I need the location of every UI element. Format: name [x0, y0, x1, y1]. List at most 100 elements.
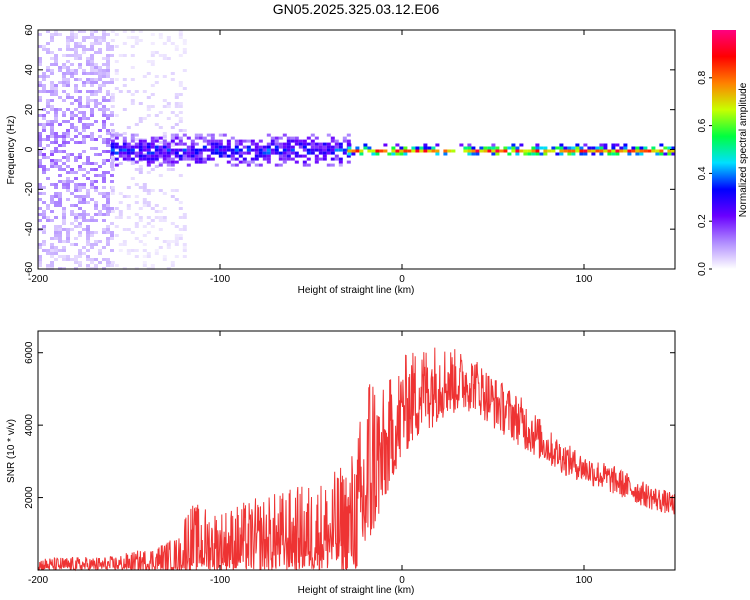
heatmap-cell [463, 146, 468, 150]
heatmap-cell [226, 142, 231, 146]
heatmap-cell [78, 186, 82, 189]
heatmap-cell [575, 149, 580, 153]
heatmap-cell [427, 146, 432, 150]
heatmap-cell [158, 33, 163, 36]
heatmap-cell [66, 183, 70, 186]
heatmap-cell [118, 249, 123, 252]
heatmap-cell [58, 255, 62, 258]
heatmap-cell [38, 186, 42, 189]
heatmap-cell [347, 149, 352, 153]
heatmap-cell [158, 54, 163, 57]
heatmap-cell [70, 72, 74, 75]
heatmap-cell [106, 75, 110, 78]
heatmap-cell [78, 252, 82, 255]
heatmap-cell [94, 78, 98, 81]
heatmap-cell [467, 146, 472, 150]
heatmap-cell [94, 174, 98, 177]
heatmap-cell [54, 93, 58, 96]
heatmap-cell [411, 146, 416, 150]
heatmap-cell [399, 149, 404, 153]
heatmap-cell [82, 111, 86, 114]
heatmap-cell [74, 45, 78, 48]
heatmap-cell [46, 102, 50, 105]
heatmap-cell [150, 142, 155, 146]
heatmap-cell [74, 72, 78, 75]
heatmap-cell [90, 216, 94, 219]
heatmap-cell [94, 153, 98, 156]
heatmap-cell [50, 39, 54, 42]
heatmap-cell [90, 147, 94, 150]
heatmap-cell [130, 139, 135, 143]
heatmap-cell [46, 207, 50, 210]
heatmap-cell [58, 123, 62, 126]
heatmap-cell [579, 152, 584, 156]
heatmap-cell [142, 198, 147, 201]
heatmap-cell [599, 149, 604, 153]
heatmap-cell [583, 152, 588, 156]
heatmap-cell [46, 219, 50, 222]
colorbar-tick-label: 0.2 [697, 214, 708, 228]
heatmap-cell [511, 149, 516, 153]
heatmap-cell [539, 152, 544, 156]
heatmap-cell [178, 93, 183, 96]
heatmap-cell [38, 63, 42, 66]
heatmap-cell [579, 149, 584, 153]
heatmap-cell [134, 168, 139, 171]
heatmap-cell [62, 168, 66, 171]
heatmap-cell [363, 143, 368, 147]
heatmap-cell [178, 105, 183, 108]
heatmap-cell [62, 135, 66, 138]
heatmap-cell [62, 156, 66, 159]
heatmap-cell [98, 108, 102, 111]
heatmap-cell [106, 132, 110, 135]
heatmap-cell [214, 145, 219, 149]
heatmap-cell [222, 145, 227, 149]
heatmap-cell [318, 151, 323, 155]
heatmap-cell [110, 133, 115, 137]
heatmap-cell [170, 163, 175, 167]
heatmap-cell [126, 145, 131, 149]
heatmap-cell [78, 96, 82, 99]
heatmap-cell [114, 132, 119, 135]
heatmap-cell [246, 148, 251, 152]
heatmap-cell [42, 87, 46, 90]
heatmap-cell [314, 142, 319, 146]
heatmap-cell [50, 51, 54, 54]
heatmap-cell [391, 149, 396, 153]
heatmap-cell [234, 163, 239, 167]
heatmap-cell [82, 69, 86, 72]
heatmap-cell [182, 157, 187, 161]
heatmap-cell [94, 147, 98, 150]
heatmap-cell [86, 126, 90, 129]
heatmap-cell [154, 210, 159, 213]
heatmap-cell [86, 60, 90, 63]
heatmap-cell [170, 261, 175, 264]
heatmap-cell [150, 84, 155, 87]
heatmap-cell [114, 133, 119, 137]
heatmap-cell [210, 136, 215, 140]
heatmap-cell [110, 145, 115, 149]
heatmap-cell [158, 162, 163, 165]
heatmap-cell [359, 152, 364, 156]
heatmap-cell [659, 143, 664, 147]
heatmap-cell [234, 148, 239, 152]
heatmap-cell [178, 33, 183, 36]
heatmap-cell [154, 145, 159, 149]
heatmap-cell [54, 54, 58, 57]
heatmap-cell [495, 146, 500, 150]
heatmap-cell [74, 159, 78, 162]
heatmap-cell [182, 133, 187, 137]
heatmap-cell [274, 145, 279, 149]
heatmap-cell [274, 163, 279, 167]
heatmap-cell [82, 48, 86, 51]
heatmap-cell [90, 60, 94, 63]
heatmap-cell [206, 139, 211, 143]
heatmap-cell [38, 33, 42, 36]
heatmap-cell [110, 168, 115, 171]
heatmap-cell [142, 145, 147, 149]
heatmap-cell [74, 129, 78, 132]
heatmap-cell [258, 139, 263, 143]
heatmap-cell [278, 163, 283, 167]
snr-frame [37, 330, 676, 571]
heatmap-cell [102, 141, 106, 144]
